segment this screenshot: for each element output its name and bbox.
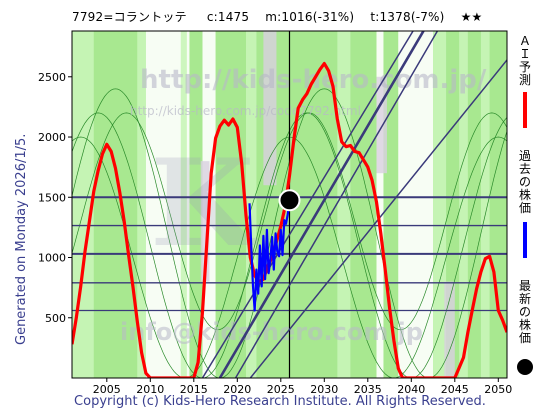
legend-ai-forecast-label-char-1: Ｉ: [519, 47, 531, 61]
legend-latest-price-label-char-0: 最: [519, 279, 531, 293]
watermark: http://kids-hero.com.jp/ http://kids-her…: [120, 65, 487, 346]
plot-frame: [71, 30, 508, 379]
copyright-footer: Copyright (c) Kids-Hero Research Institu…: [74, 394, 486, 409]
past-price-line: [248, 200, 291, 312]
legend-latest-price-label-char-4: 価: [519, 331, 531, 345]
latest-price-marker: [278, 189, 301, 212]
legend-latest-price-swatch: [517, 359, 533, 375]
channel-line-2: [234, 31, 439, 378]
shade-band-2: [376, 76, 387, 174]
x-tick-label-2030: 2030: [310, 383, 338, 396]
background-band-7: [376, 31, 384, 378]
background-band-3: [180, 31, 187, 378]
x-tick-label-2040: 2040: [397, 383, 425, 396]
shade-band-0: [200, 161, 210, 282]
y-tick-label-1500: 1500: [38, 191, 66, 204]
background-band-11: [480, 31, 490, 378]
x-tick-label-2020: 2020: [223, 383, 251, 396]
channel-line-1: [218, 31, 425, 378]
chart-header: 7792=コラントッテ c:1475 m:1016(-31%) t:1378(-…: [72, 8, 512, 25]
x-tick-label-2010: 2010: [136, 383, 164, 396]
legend-latest-price-label-char-2: の: [519, 305, 531, 319]
legend-past-price-label-char-1: 去: [519, 162, 531, 176]
legend-ai-forecast-label-char-3: 測: [519, 73, 531, 87]
mid-price: m:1016(-31%): [265, 10, 355, 24]
x-tick-label-2015: 2015: [180, 383, 208, 396]
background-band-1: [137, 31, 146, 378]
legend-past-price-label-char-3: 株: [519, 187, 531, 202]
legend-ai-forecast-label-char-2: 予: [519, 60, 531, 74]
y-tick-label-1000: 1000: [38, 252, 66, 265]
stock-code-title: 7792=コラントッテ: [72, 10, 187, 24]
shade-band-1: [263, 31, 277, 186]
legend-latest-price-label-char-3: 株: [519, 317, 531, 332]
background-band-6: [337, 31, 351, 378]
legend-past-price-label-char-2: の: [519, 175, 531, 189]
legend-past-price-label-char-4: 価: [519, 201, 531, 215]
price-levels: [72, 31, 507, 378]
x-tick-label-2050: 2050: [484, 383, 512, 396]
watermark-email: info@kids-hero.com.jp: [120, 318, 423, 346]
background-band-5: [246, 31, 257, 378]
generated-date-label: Generated on Monday 2026/1/5.: [14, 133, 29, 345]
axes: 2005 2010 2015 2020 2025 2030 2035 2040 2045 2050…: [38, 71, 512, 396]
background-band-10: [459, 31, 468, 378]
rating-stars: ★★: [460, 10, 483, 24]
legend-ai-forecast-label-char-0: Ａ: [519, 34, 531, 48]
current-price: c:1475: [206, 10, 250, 24]
channel-line-0: [201, 31, 414, 378]
x-tick-label-2005: 2005: [93, 383, 121, 396]
target-price: t:1378(-7%): [370, 10, 445, 24]
latest-marker: [278, 189, 301, 212]
legend-past-price-label-char-0: 過: [519, 149, 531, 163]
shade-band-3: [444, 281, 455, 378]
legend-latest-price-label-char-1: 新: [519, 291, 531, 306]
background-band-0: [72, 31, 94, 378]
x-tick-label-2025: 2025: [267, 383, 295, 396]
y-tick-label-2500: 2500: [38, 71, 66, 84]
x-tick-label-2035: 2035: [354, 383, 382, 396]
y-tick-label-500: 500: [45, 312, 66, 325]
y-tick-label-2000: 2000: [38, 131, 66, 144]
x-tick-label-2045: 2045: [441, 383, 469, 396]
watermark-code-url: http://kids-hero.com.jp/code7792.html: [130, 104, 361, 118]
